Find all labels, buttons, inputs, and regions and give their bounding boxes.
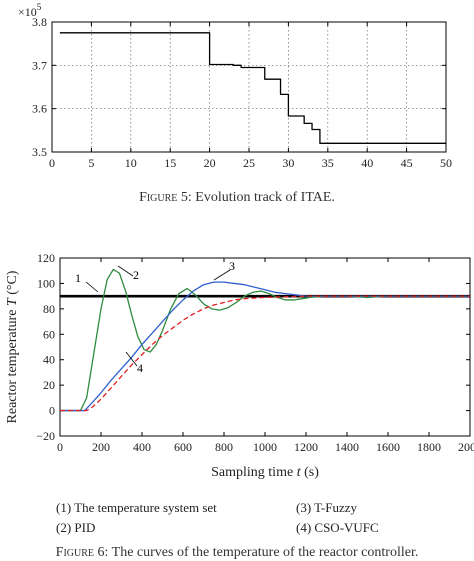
y-tick-label: 60	[43, 327, 55, 341]
y-tick-label: −20	[36, 429, 55, 443]
legend-entry-csovufc: (4) CSO-VUFC	[296, 520, 379, 535]
figure-5-caption-text: Evolution track of ITAE.	[195, 190, 335, 205]
legend-entry-pid: (2) PID	[56, 520, 96, 535]
temperature-chart: 0200400600800100012001400160018002000 −2…	[5, 251, 474, 480]
y-tick-label: 120	[37, 251, 55, 265]
figure-5-caption-label: Figure 5:	[139, 190, 192, 205]
figure-6-caption-text: The curves of the temperature of the rea…	[111, 545, 419, 560]
itae-multiplier-label: ×105	[18, 2, 42, 19]
itae-chart: 0 5 10 15 20 25 30 35 40 45 50 3.5 3.6 3.7 3.8 ×105	[18, 2, 452, 170]
x-tick-label: 1600	[376, 440, 400, 454]
x-tick-label: 600	[174, 440, 192, 454]
x-tick-label: 15	[164, 156, 176, 170]
x-tick-label: 20	[204, 156, 216, 170]
x-tick-label: 400	[133, 440, 151, 454]
temperature-ticks	[59, 257, 471, 437]
legend-entry-tfuzzy: (3) T-Fuzzy	[296, 500, 358, 515]
curve-label-1: 1	[75, 271, 81, 285]
legend-entry-set: (1) The temperature system set	[56, 500, 217, 515]
x-tick-label: 1800	[417, 440, 441, 454]
temperature-curve-labels: 1 2 3 4	[75, 259, 235, 375]
figure-5-caption: Figure 5: Evolution track of ITAE.	[0, 190, 474, 206]
x-tick-label: 1400	[335, 440, 359, 454]
temperature-y-tick-labels: −20 0 20 40 60 80 100 120	[36, 251, 55, 443]
y-tick-label: 40	[43, 353, 55, 367]
curve-leader-3	[213, 269, 231, 281]
x-tick-label: 0	[49, 156, 55, 170]
temperature-x-tick-labels: 0 200 400 600 800 1000 1200 1400 1600 1800 2000	[57, 440, 474, 454]
curve-label-2: 2	[133, 268, 139, 282]
temperature-y-axis-label: Reactor temperature T (°C)	[5, 270, 20, 423]
x-tick-label: 50	[440, 156, 452, 170]
temperature-plot-frame	[59, 257, 471, 437]
curve-leader-1	[85, 281, 99, 293]
x-tick-label: 25	[243, 156, 255, 170]
itae-x-tick-labels: 0 5 10 15 20 25 30 35 40 45 50	[49, 156, 452, 170]
x-tick-label: 1200	[294, 440, 318, 454]
curve-label-4: 4	[137, 361, 143, 375]
x-tick-label: 10	[125, 156, 137, 170]
y-tick-label: 3.5	[32, 145, 47, 159]
series-line-1	[59, 32, 446, 144]
series-line-2	[60, 268, 470, 412]
x-tick-label: 40	[361, 156, 373, 170]
curve-leader-4	[125, 351, 138, 367]
x-tick-label: 0	[57, 440, 63, 454]
x-tick-label: 1000	[253, 440, 277, 454]
figure-6-caption-label: Figure 6:	[55, 545, 109, 560]
x-tick-label: 45	[401, 156, 413, 170]
itae-grid	[52, 22, 446, 152]
y-tick-label: 3.7	[32, 58, 47, 72]
temperature-series	[60, 268, 470, 412]
temperature-x-axis-label: Sampling time t (s)	[211, 465, 319, 480]
curve-label-3: 3	[229, 259, 235, 273]
y-tick-label: 3.8	[32, 15, 47, 29]
y-tick-label: 3.6	[32, 102, 47, 116]
x-tick-label: 35	[322, 156, 334, 170]
itae-y-tick-labels: 3.5 3.6 3.7 3.8	[32, 15, 47, 159]
x-tick-label: 200	[92, 440, 110, 454]
itae-series	[59, 32, 446, 144]
y-tick-label: 20	[43, 378, 55, 392]
y-tick-label: 100	[37, 276, 55, 290]
x-tick-label: 800	[215, 440, 233, 454]
itae-ticks	[51, 21, 447, 153]
x-tick-label: 30	[282, 156, 294, 170]
x-tick-label: 5	[88, 156, 94, 170]
y-tick-label: 80	[43, 302, 55, 316]
x-tick-label: 2000	[458, 440, 474, 454]
figure-6-caption: Figure 6: The curves of the temperature …	[0, 545, 474, 561]
curve-leader-2	[117, 265, 134, 277]
y-tick-label: 0	[49, 404, 55, 418]
series-line-4	[60, 295, 470, 412]
series-line-3	[60, 281, 470, 412]
